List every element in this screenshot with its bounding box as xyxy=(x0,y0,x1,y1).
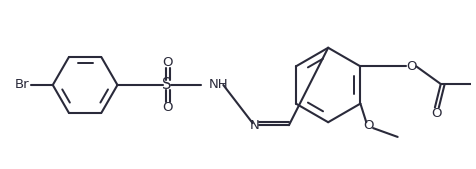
Text: O: O xyxy=(363,119,374,132)
Text: O: O xyxy=(406,60,416,73)
Text: O: O xyxy=(163,56,173,69)
Text: NH: NH xyxy=(208,78,228,91)
Text: O: O xyxy=(163,101,173,114)
Text: O: O xyxy=(432,107,442,120)
Text: S: S xyxy=(162,78,171,92)
Text: N: N xyxy=(250,119,259,132)
Text: Br: Br xyxy=(15,78,29,91)
